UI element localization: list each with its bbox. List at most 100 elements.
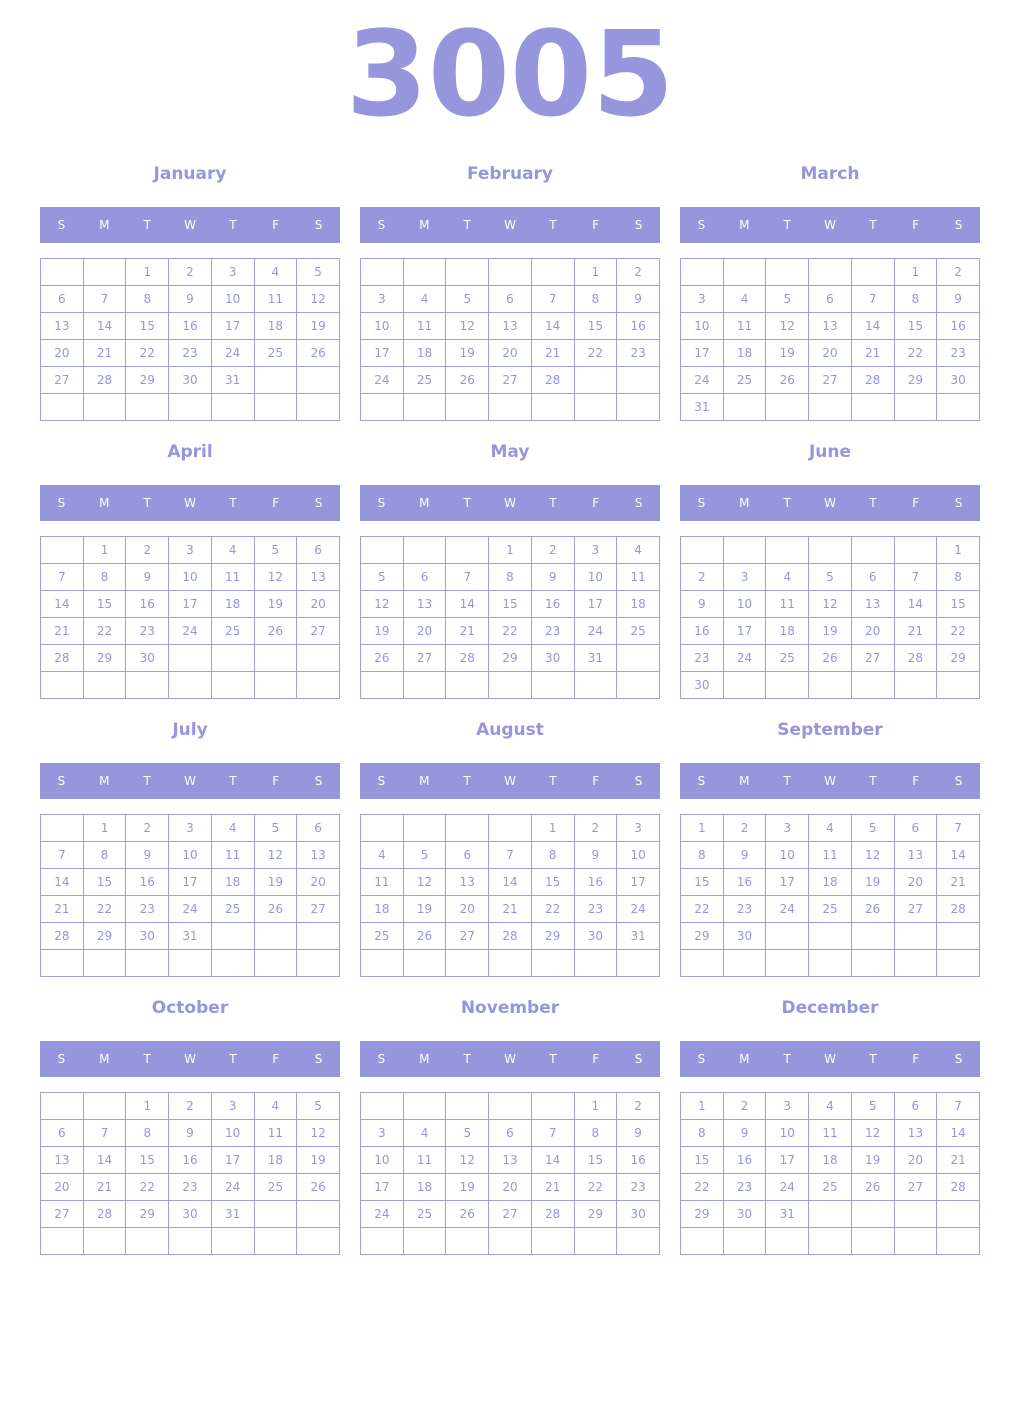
day-cell: 8 xyxy=(893,285,938,313)
empty-day-cell xyxy=(40,1227,84,1255)
day-cell: 24 xyxy=(616,895,660,923)
week-row: 21 22 23 24 25 26 27 xyxy=(40,617,340,645)
empty-day-cell xyxy=(402,949,447,977)
weekday-label: S xyxy=(57,1052,66,1066)
weekday-label: T xyxy=(783,218,791,232)
day-cell: 26 xyxy=(850,1173,895,1201)
day-cell: 14 xyxy=(936,841,980,869)
day-cell: 22 xyxy=(125,339,170,367)
day-cell: 1 xyxy=(82,536,127,564)
day-cell: 9 xyxy=(616,285,660,313)
month-title: January xyxy=(153,164,227,184)
day-cell: 30 xyxy=(125,922,170,950)
week-row: 10 11 12 13 14 15 16 xyxy=(360,312,660,340)
day-cell: 1 xyxy=(530,814,575,842)
day-cell: 19 xyxy=(850,1146,895,1174)
empty-day-cell xyxy=(445,258,490,286)
week-row: 8 9 10 11 12 13 14 xyxy=(680,1119,980,1147)
empty-day-cell xyxy=(296,366,340,394)
day-cell: 12 xyxy=(808,590,852,618)
week-row: 29 30 31 xyxy=(680,1200,980,1228)
week-row: 30 xyxy=(680,671,980,699)
day-cell: 28 xyxy=(445,644,490,672)
empty-day-cell xyxy=(402,814,447,842)
month-title: August xyxy=(476,720,544,740)
day-cell: 11 xyxy=(765,590,810,618)
day-cell: 19 xyxy=(253,868,298,896)
day-cell: 8 xyxy=(530,841,575,869)
empty-day-cell xyxy=(765,949,810,977)
empty-day-cell xyxy=(40,536,84,564)
empty-day-cell xyxy=(722,393,767,421)
empty-day-cell xyxy=(573,393,618,421)
day-cell: 10 xyxy=(210,285,255,313)
day-cell: 25 xyxy=(722,366,767,394)
empty-day-cell xyxy=(893,393,938,421)
day-cell: 8 xyxy=(936,563,980,591)
day-grid: 1 2 3 4 5 6 7 8 9 10 11 12 13 14 15 16 17 18 19 20 21 22 23 24 2… xyxy=(680,1092,980,1255)
month-title: March xyxy=(800,164,860,184)
empty-day-cell xyxy=(125,949,170,977)
day-cell: 3 xyxy=(616,814,660,842)
empty-day-cell xyxy=(808,671,852,699)
day-cell: 23 xyxy=(936,339,980,367)
weekday-label: S xyxy=(314,496,323,510)
day-cell: 11 xyxy=(253,285,298,313)
day-cell: 30 xyxy=(936,366,980,394)
day-cell: 10 xyxy=(168,563,212,591)
day-cell: 7 xyxy=(530,1119,575,1147)
day-cell: 29 xyxy=(680,922,724,950)
empty-day-cell xyxy=(893,949,938,977)
empty-day-cell xyxy=(253,393,298,421)
day-cell: 19 xyxy=(765,339,810,367)
day-cell: 28 xyxy=(530,1200,575,1228)
empty-day-cell xyxy=(210,393,255,421)
day-cell: 18 xyxy=(210,590,255,618)
day-cell: 13 xyxy=(402,590,447,618)
day-cell: 3 xyxy=(680,285,724,313)
empty-day-cell xyxy=(296,1200,340,1228)
day-cell: 24 xyxy=(210,1173,255,1201)
weekday-label: F xyxy=(272,218,280,232)
empty-day-cell xyxy=(573,1227,618,1255)
empty-day-cell xyxy=(253,366,298,394)
day-cell: 12 xyxy=(296,285,340,313)
day-cell: 20 xyxy=(445,895,490,923)
day-cell: 11 xyxy=(616,563,660,591)
empty-day-cell xyxy=(40,814,84,842)
day-grid: 1 2 3 4 5 6 7 8 9 10 11 12 13 14 15 16 17 18 19 20 21 22 23 24 2… xyxy=(360,258,660,421)
empty-day-cell xyxy=(82,949,127,977)
weekday-label: S xyxy=(314,1052,323,1066)
week-row: 28 29 30 xyxy=(40,644,340,672)
day-cell: 7 xyxy=(82,285,127,313)
empty-day-cell xyxy=(680,258,724,286)
day-cell: 4 xyxy=(360,841,404,869)
day-cell: 19 xyxy=(850,868,895,896)
weekday-label: S xyxy=(57,218,66,232)
day-cell: 16 xyxy=(168,1146,212,1174)
day-cell: 31 xyxy=(765,1200,810,1228)
day-cell: 1 xyxy=(680,814,724,842)
weekday-label: M xyxy=(739,1052,750,1066)
day-cell: 20 xyxy=(40,339,84,367)
day-cell: 25 xyxy=(402,366,447,394)
day-cell: 15 xyxy=(125,312,170,340)
day-cell: 5 xyxy=(253,814,298,842)
empty-day-cell xyxy=(210,644,255,672)
weekday-label: T xyxy=(143,496,151,510)
weekday-label: F xyxy=(592,1052,600,1066)
empty-day-cell xyxy=(445,949,490,977)
day-cell: 26 xyxy=(296,339,340,367)
empty-day-cell xyxy=(296,644,340,672)
day-cell: 13 xyxy=(40,312,84,340)
day-cell: 14 xyxy=(82,312,127,340)
day-cell: 17 xyxy=(210,1146,255,1174)
empty-day-cell xyxy=(616,393,660,421)
day-cell: 11 xyxy=(360,868,404,896)
day-cell: 19 xyxy=(296,312,340,340)
